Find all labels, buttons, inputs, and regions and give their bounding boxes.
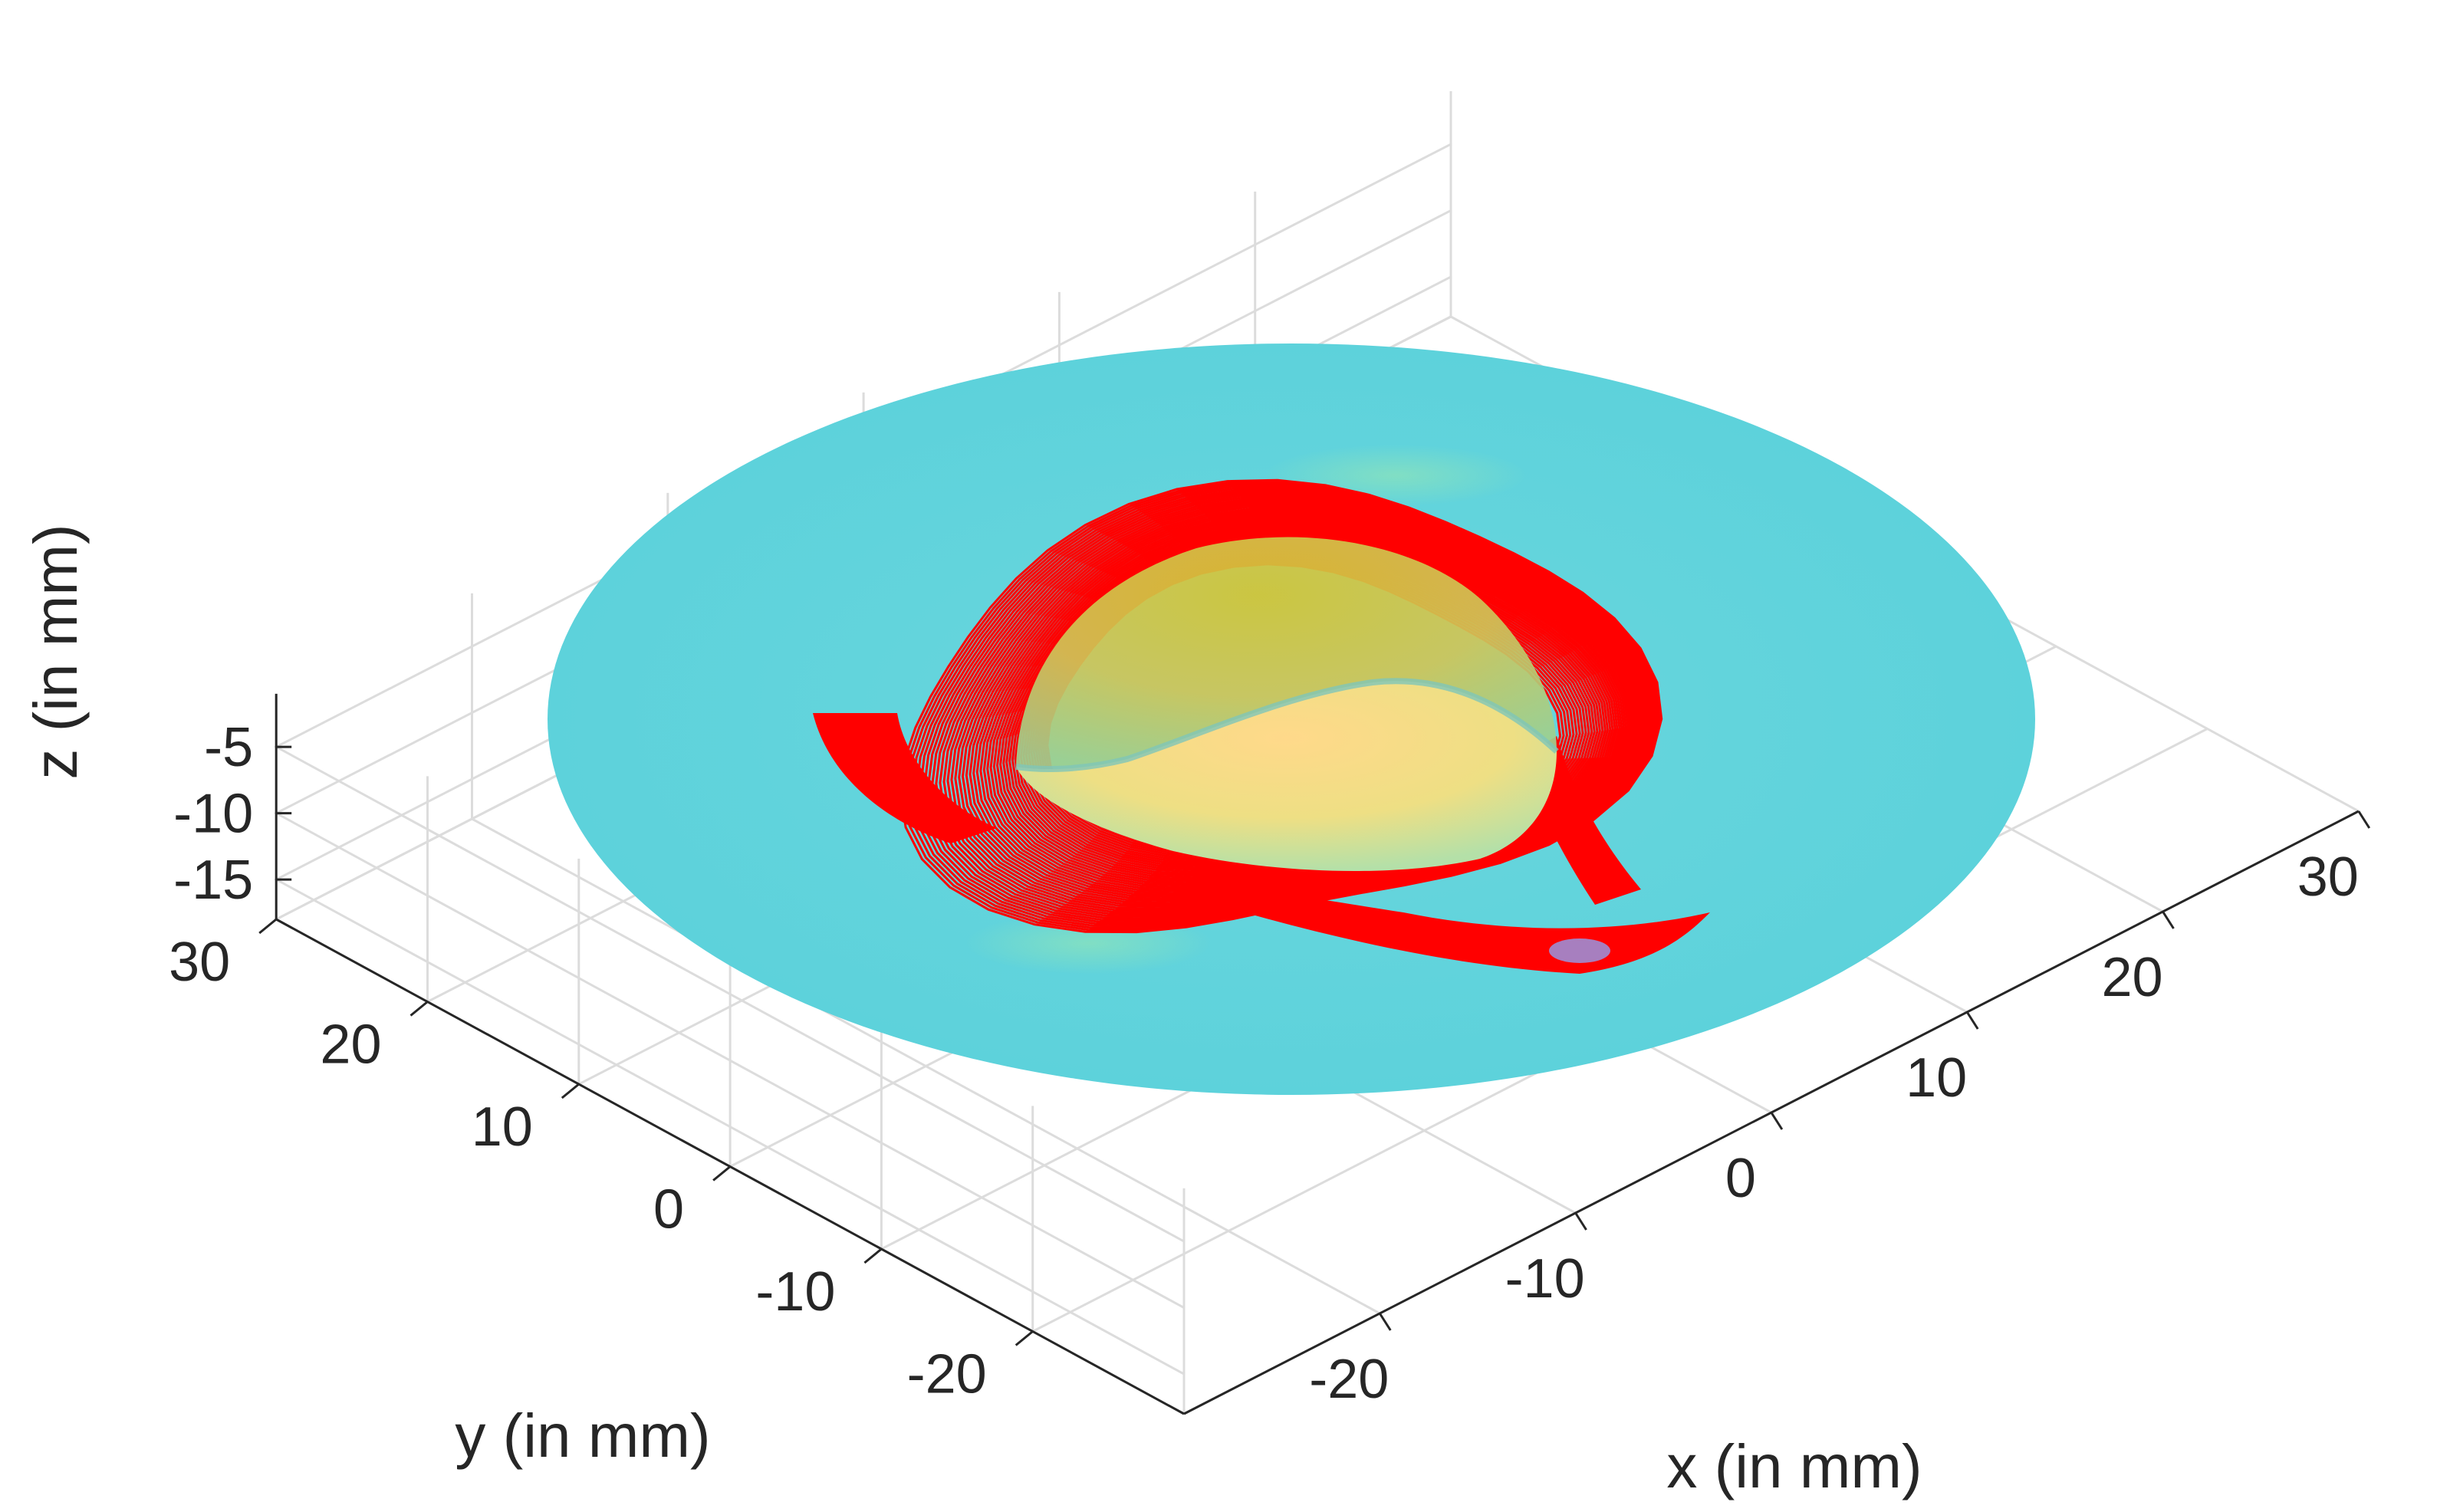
x-tick-mark [1965,1011,1979,1030]
x-axis-ticks: -20 -10 0 10 20 30 [1309,810,2371,1410]
y-tick-mark [258,918,278,935]
y-tick-mark [863,1247,883,1264]
y-tick-mark [409,1001,429,1017]
y-tick-mark [1015,1330,1034,1346]
x-tick-label: 0 [1725,1148,1756,1209]
y-tick-label: 20 [320,1014,381,1076]
x-tick-label: 10 [1906,1047,1967,1109]
contour-solid-band [813,713,997,843]
x-tick-mark [2162,911,2175,929]
y-axis-ticks: -20 -10 0 10 20 30 [169,918,1034,1405]
x-tick-label: -20 [1309,1349,1389,1410]
y-tick-label: 10 [472,1096,533,1158]
y-tick-mark [561,1083,580,1099]
x-tick-mark [1574,1212,1587,1231]
blue-edge-highlight [1549,938,1610,963]
dome-rim [1015,678,1559,772]
dome-shell [1016,537,1557,769]
z-axis-ticks: -15-10-5 [173,717,292,911]
x-tick-mark [1770,1112,1784,1130]
y-tick-mark [712,1165,732,1182]
z-tick-label: -10 [173,784,253,845]
x-tick-label: 20 [2101,947,2162,1008]
x-axis-label: x (in mm) [1666,1432,1922,1500]
x-tick-label: -10 [1505,1248,1585,1310]
y-tick-label: -10 [755,1261,835,1323]
y-tick-label: -20 [907,1344,987,1405]
x-tick-label: 30 [2297,846,2359,908]
x-tick-mark [1379,1313,1392,1331]
z-tick-label: -15 [173,850,253,911]
y-tick-label: 0 [653,1179,684,1241]
x-tick-mark [2357,810,2371,829]
z-tick-label: -5 [204,717,253,778]
dome-inner [1016,681,1557,872]
y-tick-label: 30 [169,932,230,993]
z-axis-label: z (in mm) [21,524,90,779]
y-axis-label: y (in mm) [455,1402,710,1470]
